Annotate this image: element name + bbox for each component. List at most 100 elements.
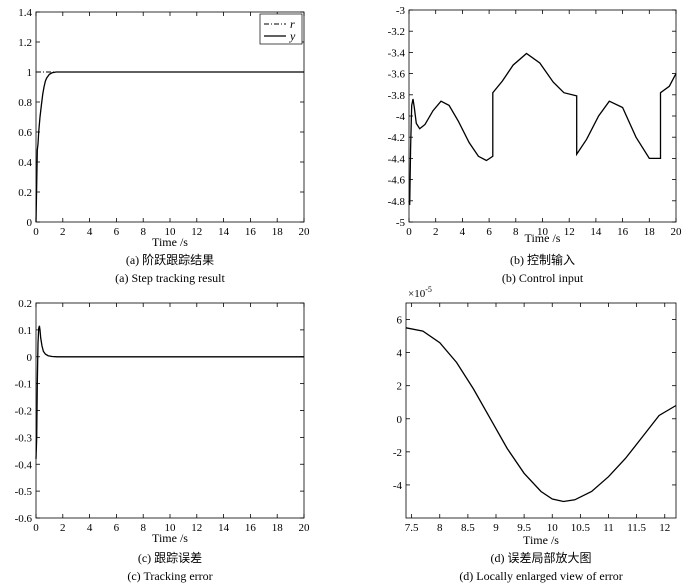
- x-tick-label: 9: [493, 522, 499, 534]
- y-tick-label: -4.6: [388, 175, 406, 187]
- x-tick-label: 18: [644, 226, 656, 238]
- y-tick-label: -0.3: [15, 432, 33, 444]
- x-tick-label: 4: [87, 522, 93, 534]
- y-tick-label: -0.5: [15, 486, 33, 498]
- plot-area-frame: [405, 302, 677, 519]
- y-tick-label: 0: [27, 217, 33, 229]
- x-tick-label: 20: [299, 226, 311, 238]
- y-tick-label: 6: [397, 315, 403, 327]
- x-tick-label: 16: [245, 522, 257, 534]
- caption-en: (b) Control input: [502, 271, 584, 285]
- caption-en: (c) Tracking error: [127, 569, 212, 583]
- y-tick-label: 0.4: [18, 157, 32, 169]
- y-tick-label: -4: [396, 111, 406, 123]
- x-tick-label: 2: [60, 226, 66, 238]
- x-tick-label: 10.5: [571, 522, 591, 534]
- x-tick-label: 0: [33, 522, 39, 534]
- y-tick-label: 2: [397, 381, 403, 393]
- x-tick-label: 12: [659, 522, 670, 534]
- plot-area-frame: [35, 302, 305, 519]
- x-tick-label: 10: [537, 226, 549, 238]
- y-tick-label: 0.6: [18, 127, 32, 139]
- x-tick-label: 10: [547, 522, 559, 534]
- y-tick-label: 0: [397, 414, 403, 426]
- y-tick-label: 4: [397, 348, 403, 360]
- x-tick-label: 20: [299, 522, 311, 534]
- x-tick-label: 9.5: [517, 522, 531, 534]
- x-tick-label: 8: [140, 226, 146, 238]
- y-tick-label: 0.2: [18, 187, 32, 199]
- x-tick-label: 20: [671, 226, 683, 238]
- x-tick-label: 18: [272, 226, 284, 238]
- x-tick-label: 16: [245, 226, 257, 238]
- x-tick-label: 10: [165, 522, 177, 534]
- y-tick-label: -0.6: [15, 513, 33, 525]
- x-tick-label: 4: [87, 226, 93, 238]
- y-tick-label: -4.4: [388, 153, 406, 165]
- x-axis-label: Time /s: [525, 231, 561, 245]
- y-tick-label: -0.1: [15, 379, 32, 391]
- x-tick-label: 6: [486, 226, 492, 238]
- x-tick-label: 2: [60, 522, 66, 534]
- subplot-a: 0 2 4 6 8 10 12 14 16 18 20 0 0.2 0.4 0.6 0.8 1 1.2 1.4 Tim…: [18, 7, 310, 285]
- subplot-d: 7.5 8 8.5 9 9.5 10 10.5 11 11.5 12 6 4 2 0 -2 -4 Time /s…: [393, 285, 677, 583]
- x-tick-label: 11.5: [627, 522, 646, 534]
- y-tick-label: -4.8: [388, 196, 406, 208]
- y-tick-label: 1: [27, 67, 33, 79]
- subplot-b: 0 2 4 6 8 10 12 14 16 18 20 -3 -3.2 -3.4 -3.6 -3.8 -4 -4.…: [388, 5, 682, 285]
- y-tick-label: -0.4: [15, 459, 33, 471]
- x-tick-label: 6: [114, 226, 120, 238]
- x-tick-label: 18: [272, 522, 284, 534]
- caption-cn: (d) 误差局部放大图: [491, 550, 592, 565]
- x-axis-label: Time /s: [152, 531, 188, 545]
- y-tick-label: 0.2: [18, 298, 32, 310]
- x-tick-label: 8: [437, 522, 443, 534]
- y-tick-label: -3.6: [388, 69, 406, 81]
- series-line-main: [408, 52, 677, 206]
- x-tick-label: 8.5: [461, 522, 475, 534]
- x-tick-label: 4: [460, 226, 466, 238]
- x-tick-label: 8: [513, 226, 519, 238]
- x-tick-label: 16: [617, 226, 629, 238]
- x-tick-label: 2: [433, 226, 439, 238]
- legend-box: [259, 13, 303, 45]
- caption-cn: (b) 控制输入: [510, 252, 575, 267]
- caption-en: (d) Locally enlarged view of error: [459, 569, 622, 583]
- y-tick-label: -4: [393, 480, 403, 492]
- caption-cn: (a) 阶跃跟踪结果: [126, 253, 214, 267]
- x-tick-label: 11: [603, 522, 614, 534]
- x-tick-label: 14: [590, 226, 602, 238]
- y-tick-label: -2: [393, 447, 402, 459]
- y-scale-multiplier: ×10-5: [408, 285, 432, 300]
- y-tick-label: 0.8: [18, 97, 32, 109]
- x-tick-label: 12: [564, 226, 575, 238]
- x-tick-label: 12: [191, 522, 202, 534]
- y-tick-label: -0.2: [15, 406, 32, 418]
- x-tick-label: 14: [218, 226, 230, 238]
- y-tick-label: -3.4: [388, 47, 406, 59]
- y-tick-label: -3: [396, 5, 406, 17]
- subplot-c: 0 2 4 6 8 10 12 14 16 18 20 0.2 0.1 0 -0.1 -0.2 -0.3 -0.4…: [15, 298, 310, 583]
- x-axis-label: Time /s: [152, 235, 188, 249]
- y-tick-label: -3.2: [388, 26, 405, 38]
- x-tick-label: 12: [191, 226, 202, 238]
- y-tick-label: 1.2: [18, 37, 32, 49]
- series-line-main: [35, 325, 304, 459]
- x-tick-label: 0: [33, 226, 39, 238]
- series-line-main: [405, 327, 677, 503]
- caption-cn: (c) 跟踪误差: [138, 551, 202, 565]
- x-tick-label: 6: [114, 522, 120, 534]
- x-axis-label: Time /s: [523, 533, 559, 547]
- y-tick-label: 0.1: [18, 325, 32, 337]
- y-tick-label: -5: [396, 217, 406, 229]
- y-tick-label: -4.2: [388, 132, 405, 144]
- x-tick-label: 7.5: [405, 522, 419, 534]
- x-tick-label: 14: [218, 522, 230, 534]
- legend-entry-y: y: [289, 29, 296, 43]
- y-tick-label: -3.8: [388, 90, 406, 102]
- series-line-y: [35, 71, 304, 223]
- caption-en: (a) Step tracking result: [115, 271, 225, 285]
- x-tick-label: 0: [406, 226, 412, 238]
- legend-entry-r: r: [290, 17, 295, 31]
